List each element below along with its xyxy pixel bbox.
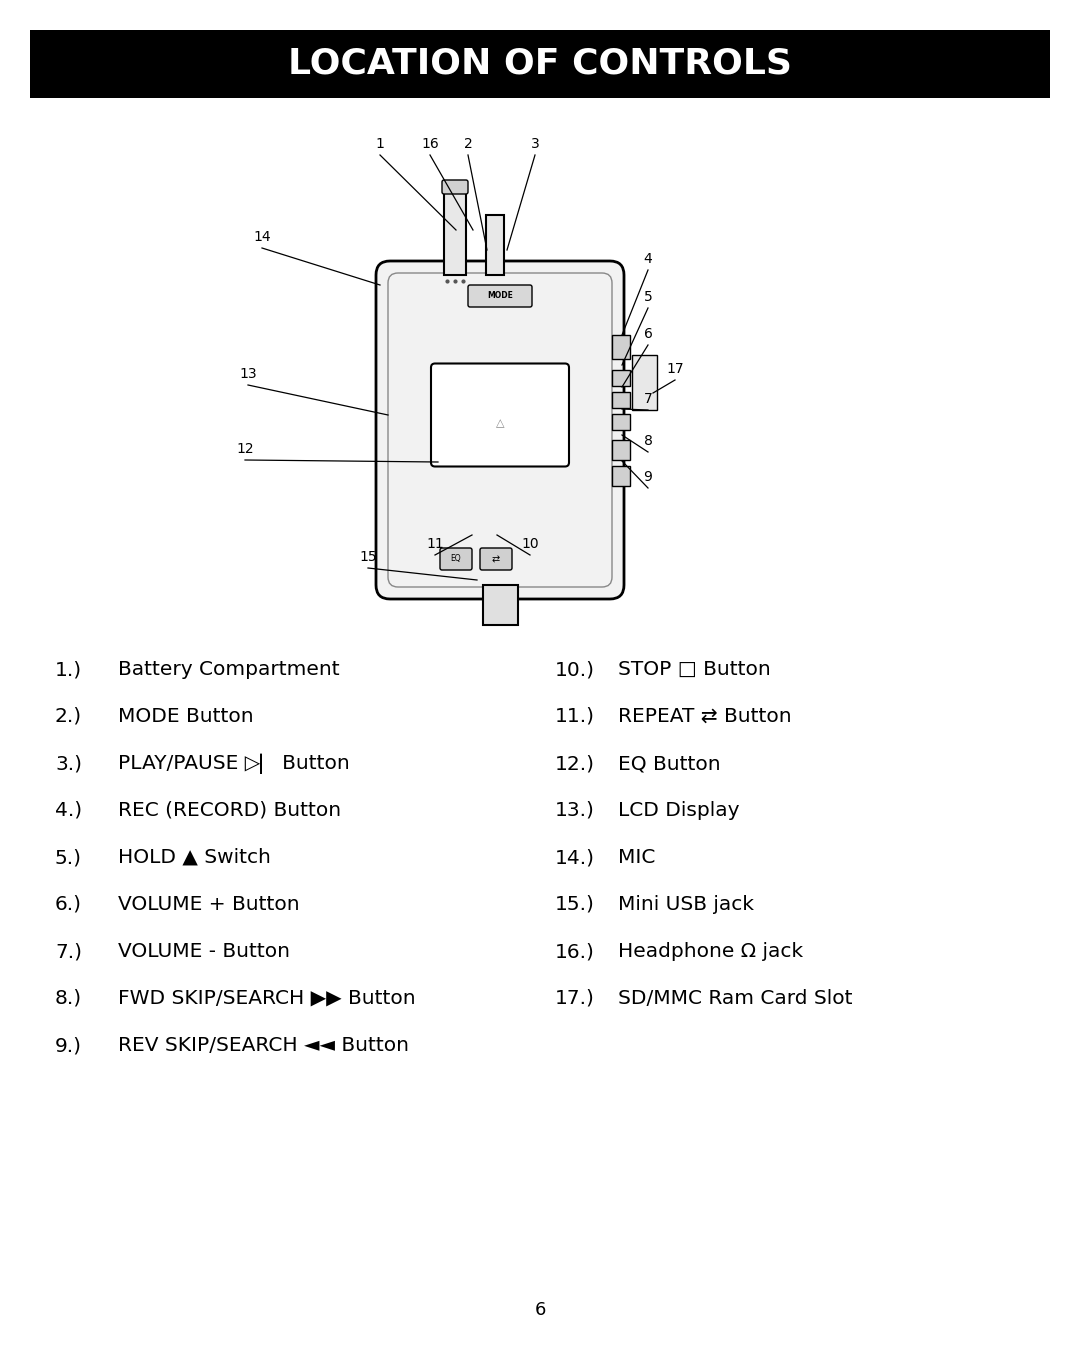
Text: MODE: MODE bbox=[487, 292, 513, 301]
Text: 9.): 9.) bbox=[55, 1035, 82, 1054]
Bar bbox=[612, 370, 630, 386]
Text: 2: 2 bbox=[463, 136, 472, 151]
Text: 15.): 15.) bbox=[555, 895, 595, 914]
FancyBboxPatch shape bbox=[480, 548, 512, 570]
FancyBboxPatch shape bbox=[440, 548, 472, 570]
Text: LOCATION OF CONTROLS: LOCATION OF CONTROLS bbox=[288, 47, 792, 81]
Text: 5: 5 bbox=[644, 290, 652, 304]
Text: 6: 6 bbox=[535, 1301, 545, 1319]
Bar bbox=[612, 440, 630, 460]
Text: VOLUME - Button: VOLUME - Button bbox=[118, 942, 291, 961]
Text: 3.): 3.) bbox=[55, 755, 82, 774]
FancyBboxPatch shape bbox=[431, 363, 569, 467]
Text: 6.): 6.) bbox=[55, 895, 82, 914]
Text: REPEAT ⇄ Button: REPEAT ⇄ Button bbox=[618, 707, 792, 726]
Bar bbox=[612, 414, 630, 431]
Text: 16: 16 bbox=[421, 136, 438, 151]
Text: EQ: EQ bbox=[450, 555, 461, 563]
Text: 2.): 2.) bbox=[55, 707, 82, 726]
Text: 17: 17 bbox=[666, 362, 684, 377]
Text: STOP □ Button: STOP □ Button bbox=[618, 660, 771, 679]
Text: 9: 9 bbox=[644, 470, 652, 485]
Text: 14: 14 bbox=[253, 230, 271, 244]
Text: MIC: MIC bbox=[618, 848, 656, 867]
Text: PLAY/PAUSE ▷▏ Button: PLAY/PAUSE ▷▏ Button bbox=[118, 755, 350, 775]
Text: EQ Button: EQ Button bbox=[618, 755, 720, 774]
FancyBboxPatch shape bbox=[442, 180, 468, 194]
Text: HOLD ▲ Switch: HOLD ▲ Switch bbox=[118, 848, 271, 867]
Text: REV SKIP/SEARCH ◄◄ Button: REV SKIP/SEARCH ◄◄ Button bbox=[118, 1035, 409, 1054]
Text: 14.): 14.) bbox=[555, 848, 595, 867]
Text: 4.): 4.) bbox=[55, 801, 82, 819]
Text: VOLUME + Button: VOLUME + Button bbox=[118, 895, 299, 914]
Bar bbox=[30, 30, 1050, 99]
Text: 11.): 11.) bbox=[555, 707, 595, 726]
Text: 12: 12 bbox=[237, 441, 254, 456]
Text: 3: 3 bbox=[530, 136, 539, 151]
Bar bbox=[486, 215, 504, 275]
Text: Battery Compartment: Battery Compartment bbox=[118, 660, 339, 679]
Text: 7: 7 bbox=[644, 392, 652, 406]
Bar bbox=[444, 190, 465, 275]
FancyBboxPatch shape bbox=[468, 285, 532, 306]
Text: 1: 1 bbox=[376, 136, 384, 151]
Text: FWD SKIP/SEARCH ▶▶ Button: FWD SKIP/SEARCH ▶▶ Button bbox=[118, 990, 416, 1008]
Text: 4: 4 bbox=[644, 252, 652, 266]
Text: Mini USB jack: Mini USB jack bbox=[618, 895, 754, 914]
Text: 1.): 1.) bbox=[55, 660, 82, 679]
Text: 10: 10 bbox=[522, 537, 539, 551]
Text: 13.): 13.) bbox=[555, 801, 595, 819]
Text: 17.): 17.) bbox=[555, 990, 595, 1008]
Bar bbox=[612, 335, 630, 359]
Text: 11: 11 bbox=[427, 537, 444, 551]
Text: 13: 13 bbox=[239, 367, 257, 381]
Bar bbox=[632, 355, 657, 410]
Text: MODE Button: MODE Button bbox=[118, 707, 254, 726]
Text: 7.): 7.) bbox=[55, 942, 82, 961]
Bar bbox=[612, 392, 630, 408]
Text: SD/MMC Ram Card Slot: SD/MMC Ram Card Slot bbox=[618, 990, 852, 1008]
Text: 10.): 10.) bbox=[555, 660, 595, 679]
Bar bbox=[612, 466, 630, 486]
Text: 15: 15 bbox=[360, 549, 377, 564]
Text: LCD Display: LCD Display bbox=[618, 801, 740, 819]
Text: 16.): 16.) bbox=[555, 942, 595, 961]
FancyBboxPatch shape bbox=[376, 261, 624, 599]
Text: △: △ bbox=[496, 418, 504, 428]
Text: ⇄: ⇄ bbox=[491, 554, 500, 564]
Text: 8: 8 bbox=[644, 433, 652, 448]
Text: 8.): 8.) bbox=[55, 990, 82, 1008]
Text: 5.): 5.) bbox=[55, 848, 82, 867]
Text: REC (RECORD) Button: REC (RECORD) Button bbox=[118, 801, 341, 819]
Text: 12.): 12.) bbox=[555, 755, 595, 774]
Text: Headphone Ω jack: Headphone Ω jack bbox=[618, 942, 804, 961]
Text: 6: 6 bbox=[644, 327, 652, 342]
Bar bbox=[483, 585, 517, 625]
